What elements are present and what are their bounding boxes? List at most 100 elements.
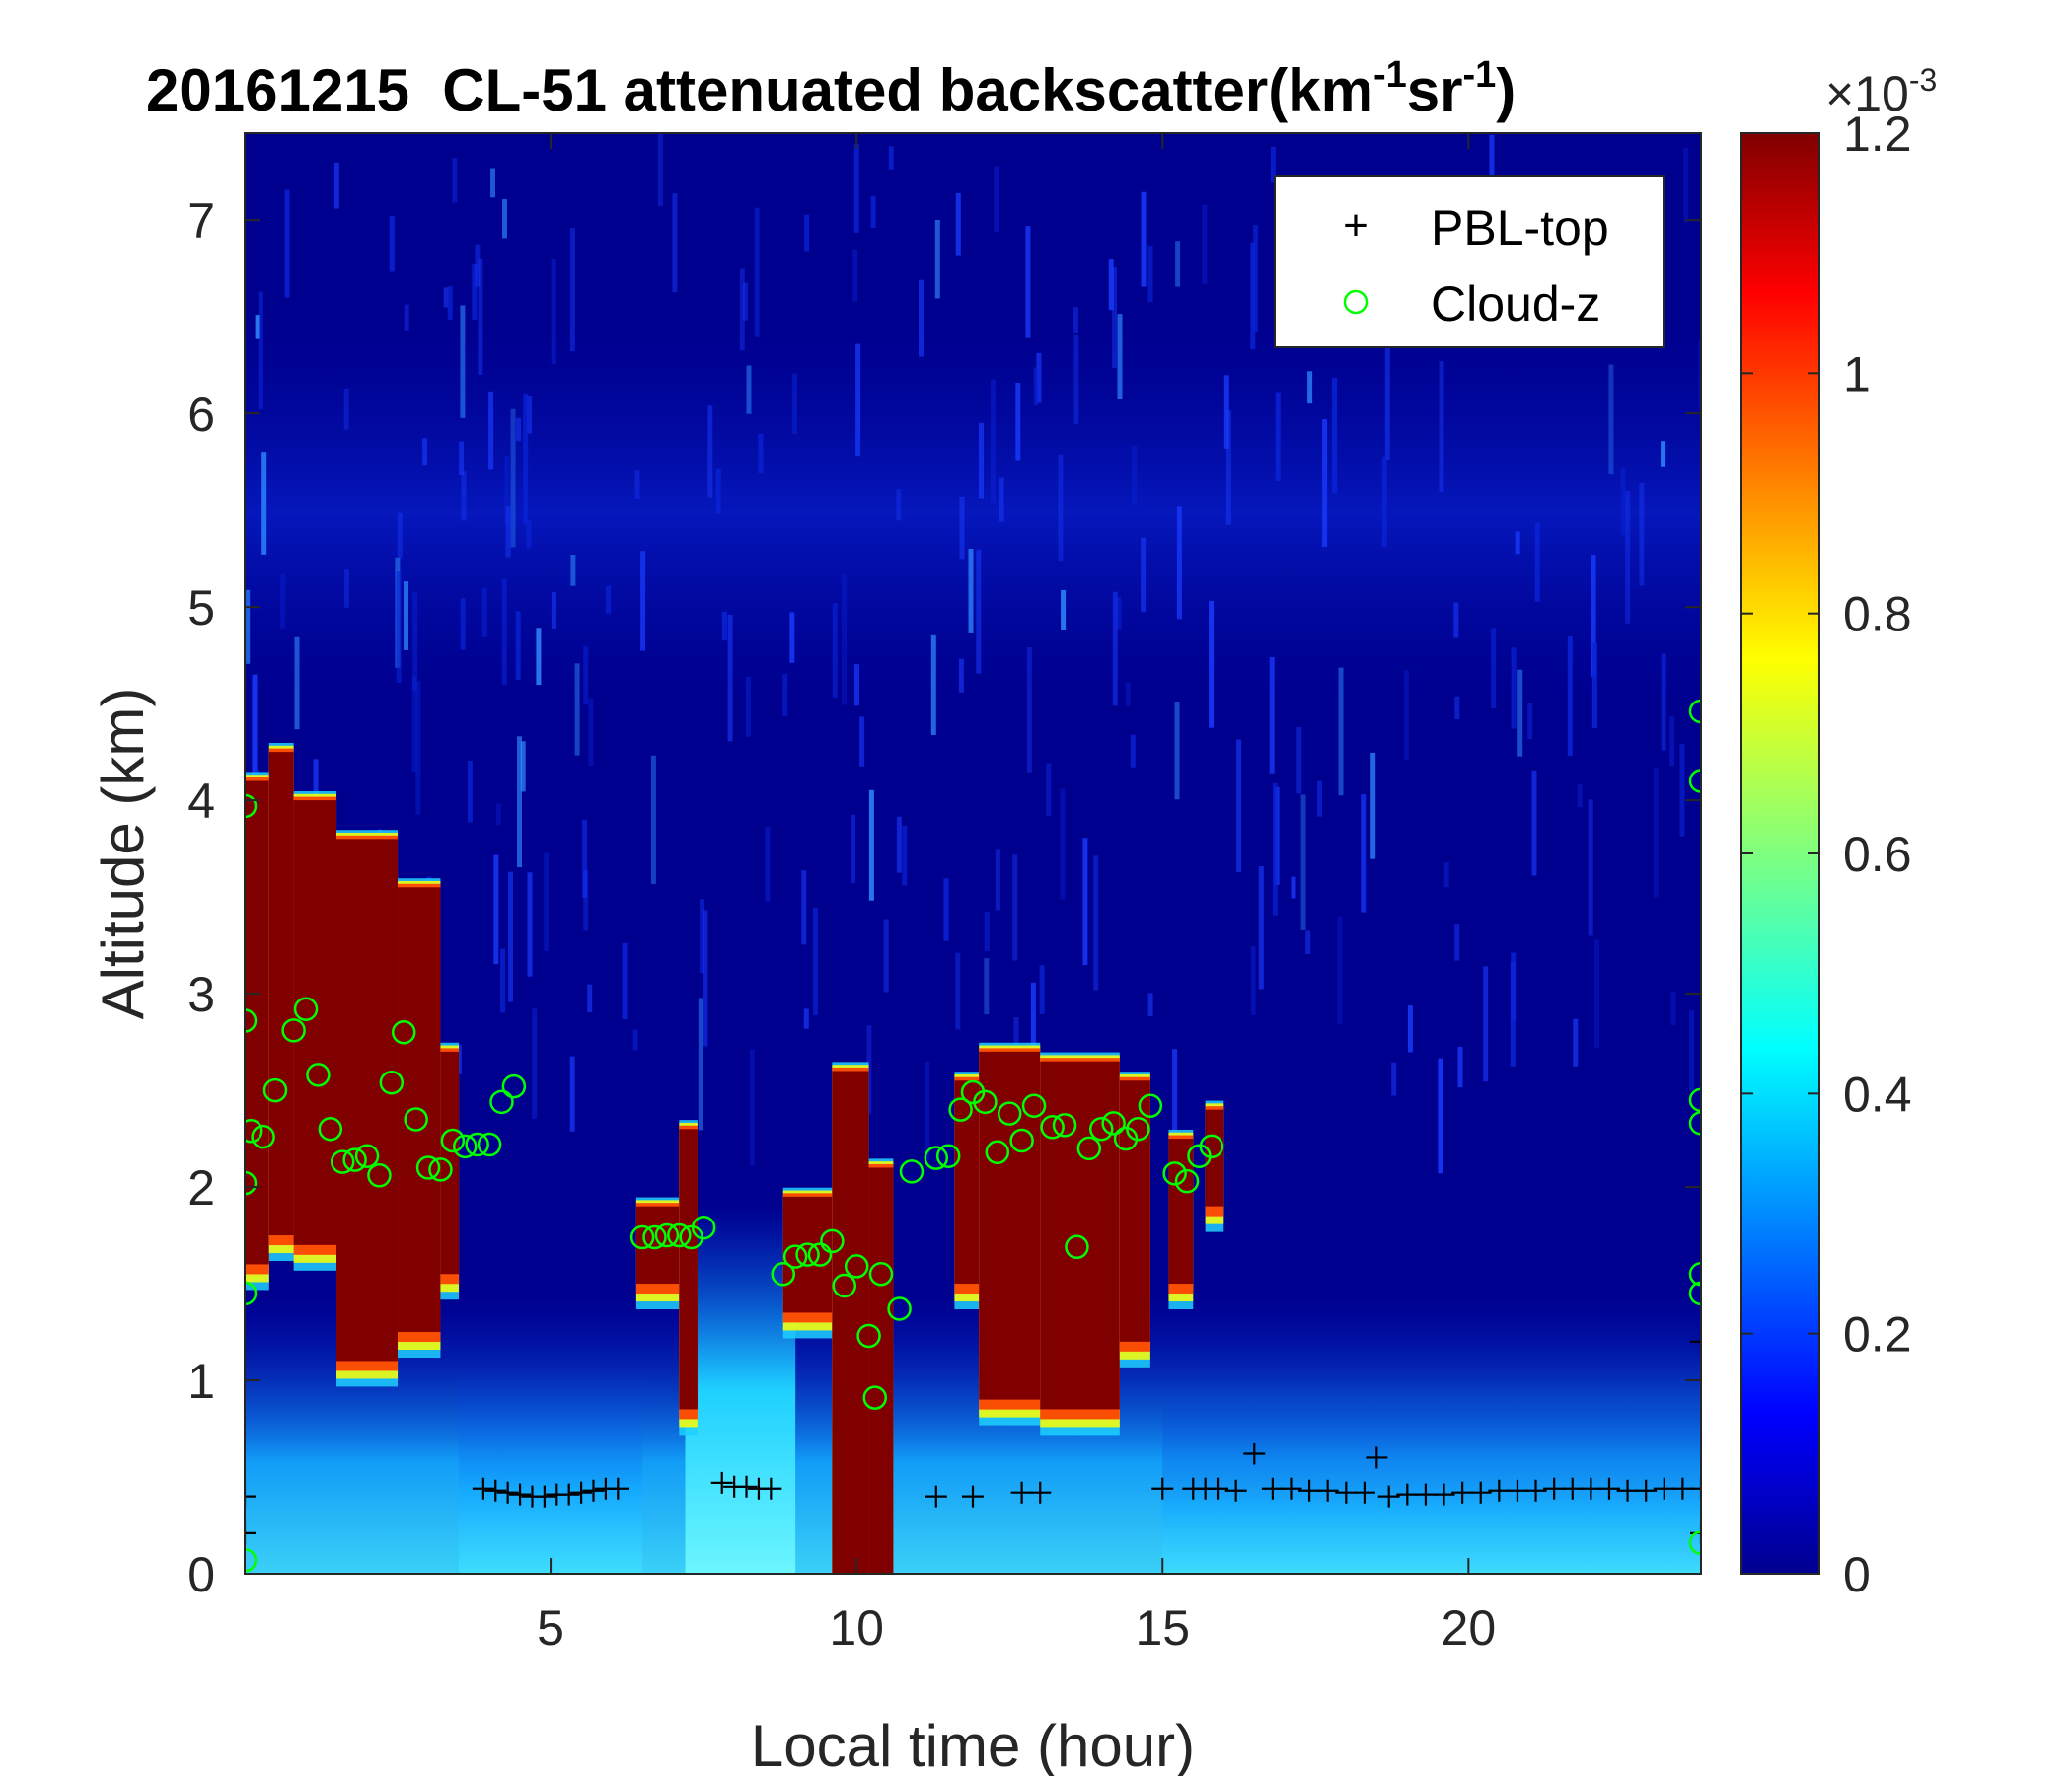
cloud-z-marker: [245, 1118, 263, 1144]
cloud-z-marker: [1138, 1093, 1163, 1118]
aerosol-layer: [685, 1206, 796, 1574]
streak: [294, 636, 300, 730]
cloud-z-marker: [245, 1170, 258, 1196]
cloud-z-marker: [856, 1323, 881, 1349]
streak: [1013, 1017, 1019, 1048]
cloud-z-marker: [354, 1144, 380, 1168]
streak: [1573, 1018, 1579, 1067]
streak: [698, 998, 703, 1131]
streak: [1060, 788, 1066, 900]
streak: [1275, 392, 1281, 481]
pbl-top-marker: [1377, 1485, 1400, 1508]
streak: [344, 569, 349, 608]
streak: [1534, 522, 1540, 602]
streak: [1174, 702, 1180, 800]
streak: [984, 958, 990, 1015]
streak: [1250, 946, 1256, 1015]
streak: [1108, 259, 1114, 311]
pbl-top-marker: [1433, 1483, 1455, 1506]
cloud-z-marker: [1688, 769, 1701, 793]
pbl-top-marker: [582, 1479, 605, 1502]
streak: [412, 592, 418, 691]
streak: [404, 304, 409, 331]
pbl-top-marker: [1561, 1477, 1584, 1500]
title-main: CL-51 attenuated backscatter(km: [442, 57, 1373, 123]
streak: [896, 816, 902, 873]
streak: [979, 422, 984, 499]
cloud-z-markers: [245, 699, 1701, 1573]
y-tick-label: 5: [187, 580, 215, 635]
streak: [789, 612, 795, 663]
cloud-layer: [245, 780, 269, 1265]
streak: [517, 736, 522, 867]
streak: [1679, 743, 1685, 837]
streak: [551, 592, 556, 629]
cloud-z-marker: [924, 1146, 949, 1170]
streak: [745, 676, 751, 737]
streak: [813, 907, 818, 1015]
streak: [1269, 656, 1275, 774]
streak: [1030, 982, 1036, 1066]
streak: [1039, 965, 1045, 1014]
streak: [447, 286, 453, 321]
streak: [1384, 324, 1390, 460]
title-date: 20161215: [146, 57, 409, 123]
cloud-z-marker: [899, 1159, 925, 1184]
streak: [544, 852, 550, 951]
streak: [1567, 635, 1573, 756]
streak: [727, 614, 733, 742]
pbl-top-marker: [1580, 1477, 1602, 1500]
pbl-top-marker: [1151, 1477, 1174, 1500]
streak: [632, 1029, 638, 1051]
cloud-z-marker: [1688, 1087, 1701, 1113]
streak: [1625, 491, 1631, 624]
streak: [1012, 854, 1018, 961]
streak: [510, 408, 516, 548]
streak: [457, 1044, 462, 1074]
cloud-z-marker: [428, 1157, 453, 1182]
streak: [1510, 961, 1516, 1067]
streak: [919, 279, 924, 357]
cloud-z-marker: [477, 1132, 502, 1157]
legend-box: [1274, 175, 1665, 348]
pbl-top-marker: [1451, 1481, 1474, 1504]
cloud-z-marker: [1688, 1281, 1701, 1306]
streak: [888, 146, 894, 170]
x-tick-label: 10: [829, 1600, 884, 1656]
cloud-z-marker: [1126, 1117, 1150, 1142]
streak: [866, 1025, 872, 1115]
streak: [930, 634, 936, 735]
streak: [574, 663, 580, 756]
cloud-z-marker: [820, 1228, 845, 1254]
streak: [523, 394, 529, 525]
streak: [991, 379, 996, 504]
streak: [1058, 454, 1064, 561]
streak: [958, 658, 964, 693]
pbl-top-marker: [760, 1477, 782, 1500]
pbl-top-marker: [1414, 1483, 1437, 1506]
cloud-z-marker: [642, 1224, 667, 1250]
streak: [801, 870, 807, 945]
streak: [313, 759, 319, 804]
streak: [883, 919, 889, 993]
streak: [1515, 531, 1520, 555]
streak: [749, 1049, 755, 1166]
streak: [1454, 696, 1460, 719]
streak: [851, 814, 856, 884]
streak: [252, 674, 258, 785]
streak: [493, 854, 499, 965]
streak: [1317, 780, 1322, 817]
streak: [389, 215, 395, 272]
pbl-top-marker: [1366, 1446, 1388, 1469]
cloud-z-marker: [948, 1097, 973, 1122]
aerosol-layer: [1162, 1399, 1701, 1574]
pbl-top-marker: [1597, 1477, 1620, 1500]
plot-frame: [244, 132, 1702, 1575]
streak: [333, 162, 339, 209]
pbl-top-marker: [710, 1471, 733, 1494]
streak: [870, 195, 876, 229]
colorbar-tick-label: 0.8: [1843, 587, 1912, 642]
streak: [495, 803, 501, 826]
streak: [1300, 794, 1306, 930]
